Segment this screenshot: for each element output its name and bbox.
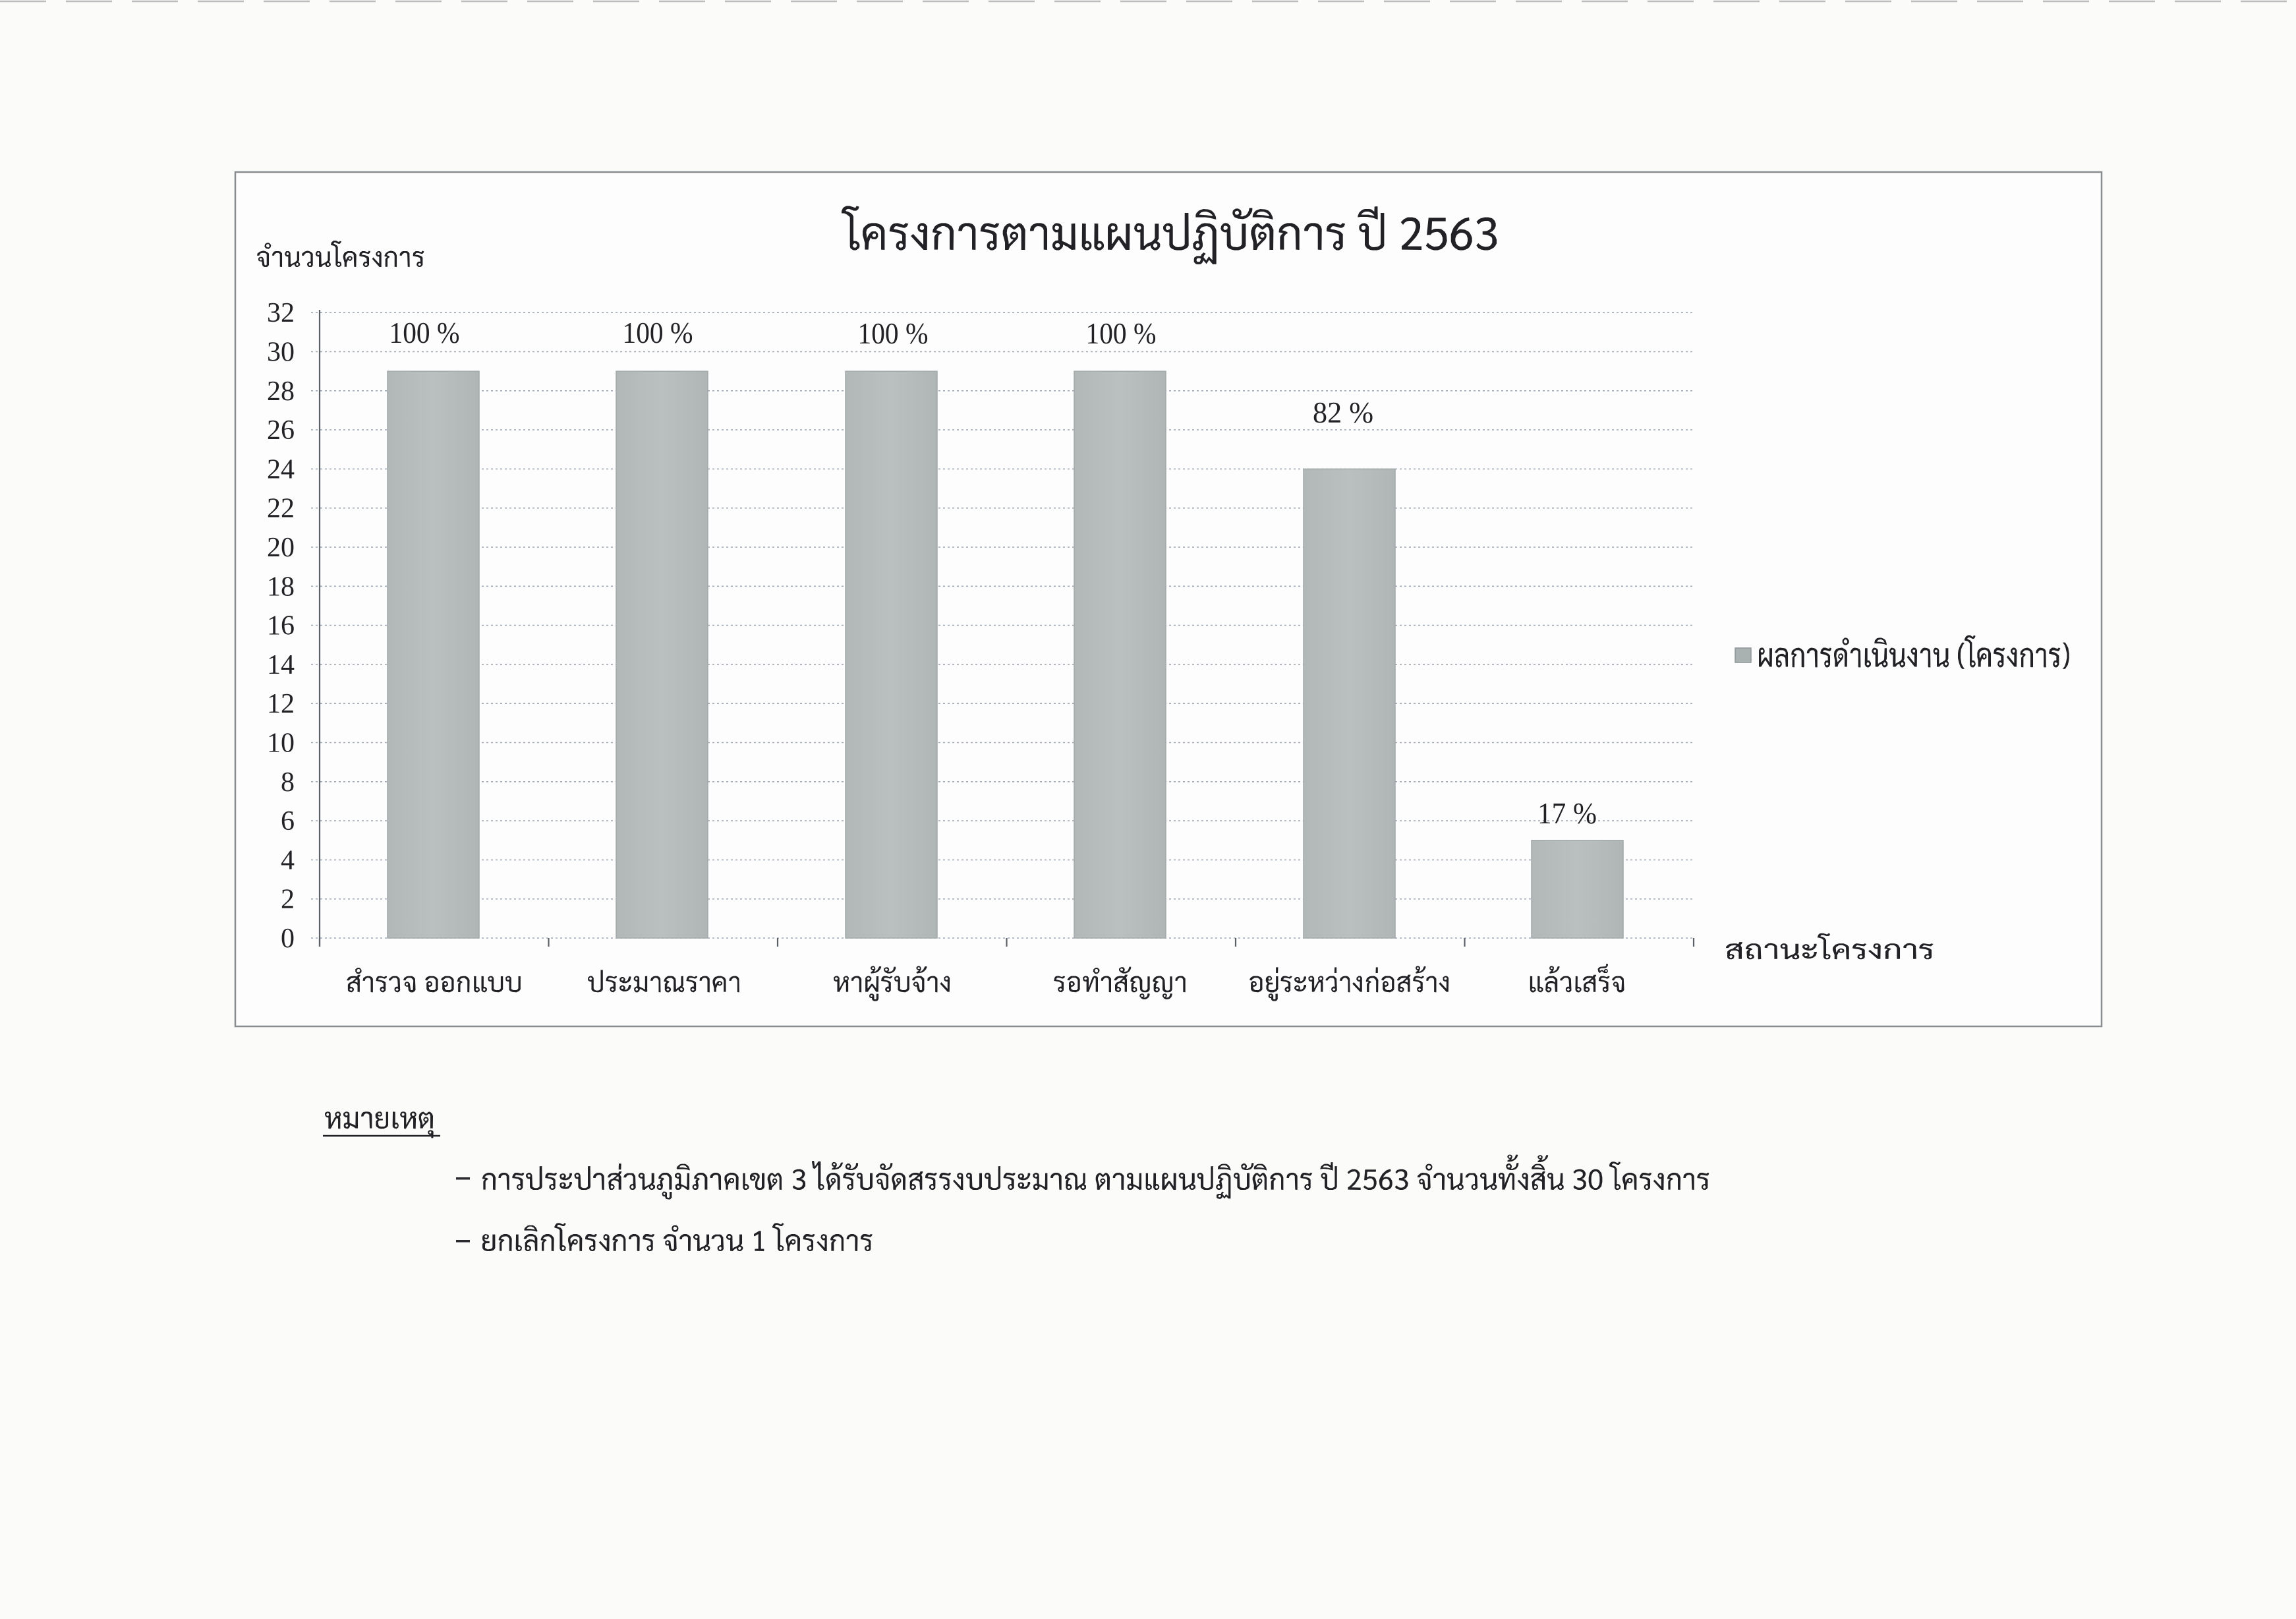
- svg-text:100 %: 100 %: [858, 317, 929, 350]
- svg-text:24: 24: [267, 454, 295, 485]
- svg-text:14: 14: [267, 650, 295, 680]
- svg-text:18: 18: [267, 572, 295, 602]
- svg-text:6: 6: [281, 806, 295, 837]
- svg-text:32: 32: [267, 298, 295, 328]
- svg-text:28: 28: [267, 376, 295, 407]
- svg-text:0: 0: [281, 924, 295, 954]
- svg-text:10: 10: [267, 728, 295, 759]
- svg-text:16: 16: [267, 611, 295, 641]
- svg-text:100 %: 100 %: [1086, 317, 1157, 350]
- svg-text:17 %: 17 %: [1537, 797, 1597, 830]
- svg-text:22: 22: [267, 494, 295, 524]
- svg-text:26: 26: [267, 415, 295, 446]
- svg-text:82 %: 82 %: [1313, 396, 1373, 429]
- svg-text:12: 12: [267, 689, 295, 719]
- svg-text:2: 2: [281, 885, 295, 915]
- svg-text:30: 30: [267, 338, 295, 368]
- svg-text:4: 4: [281, 845, 295, 875]
- svg-text:100 %: 100 %: [623, 316, 693, 349]
- svg-text:20: 20: [267, 533, 295, 563]
- svg-text:100 %: 100 %: [389, 316, 460, 349]
- svg-text:8: 8: [281, 767, 295, 798]
